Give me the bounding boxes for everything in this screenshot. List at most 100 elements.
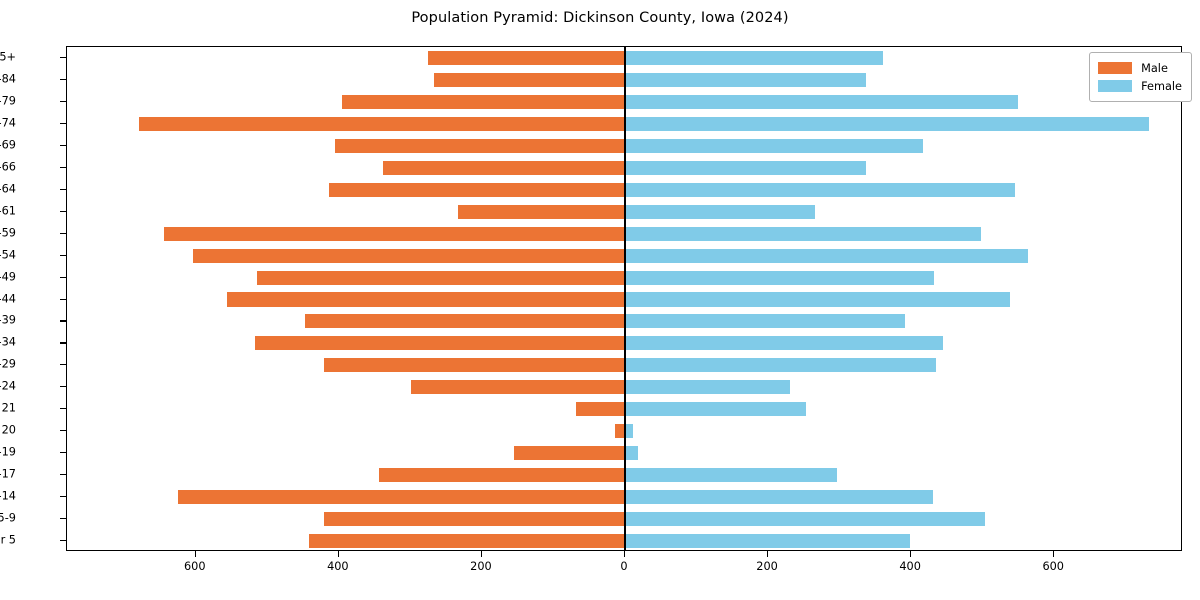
bar-row [67, 204, 1181, 219]
ytick-label: 60-61 [0, 204, 16, 218]
ytick-label: 40-44 [0, 292, 16, 305]
bar-female-20 [625, 424, 633, 439]
xtick-label: 400 [327, 560, 349, 573]
ytick-mark [60, 100, 66, 102]
bar-female-15-17 [625, 468, 838, 483]
ytick-label: 25-29 [0, 357, 16, 371]
bar-female-25-29 [625, 358, 937, 373]
bar-row [67, 314, 1181, 329]
xtick-label: 600 [1042, 560, 1064, 573]
xtick-label: 600 [183, 560, 206, 573]
bar-row [67, 248, 1181, 263]
bar-row [67, 226, 1181, 241]
ytick-mark [60, 166, 66, 168]
ytick-label: 55-59 [0, 226, 16, 240]
bar-male-67-69 [335, 138, 625, 153]
ytick-label: 18-19 [0, 445, 16, 459]
bar-row [67, 424, 1181, 439]
ytick-label: 65-66 [0, 160, 16, 174]
bar-row [67, 116, 1181, 131]
chart-title: Population Pyramid: Dickinson County, Io… [411, 10, 789, 26]
ytick-mark [60, 342, 66, 344]
bar-female-60-61 [625, 204, 815, 219]
bar-row [67, 512, 1181, 527]
bar-male-25-29 [323, 358, 625, 373]
bar-female-under-5 [625, 533, 910, 549]
ytick-mark [60, 408, 66, 410]
bar-female-80-84 [625, 72, 867, 87]
ytick-mark [60, 144, 66, 146]
xtick-mark [767, 551, 769, 557]
bar-female-5-9 [625, 512, 985, 527]
ytick-label: 70-74 [0, 116, 16, 130]
bar-male-75-79 [341, 94, 625, 109]
ytick-mark [60, 276, 66, 278]
bar-male-45-49 [256, 270, 625, 285]
bar-female-75-79 [625, 94, 1019, 109]
ytick-label: 35-39 [0, 313, 16, 327]
ytick-label: 75-79 [0, 94, 16, 108]
bar-row [67, 138, 1181, 153]
bar-row [67, 402, 1181, 417]
bar-female-62-64 [625, 182, 1015, 197]
bar-male-22-24 [411, 380, 625, 395]
ytick-mark [60, 298, 66, 300]
bars-layer [67, 47, 1181, 550]
bar-row [67, 380, 1181, 395]
bar-female-21 [625, 402, 806, 417]
ytick-label: 62-64 [0, 182, 16, 196]
legend-label-male: Male [1141, 61, 1168, 75]
ytick-label: 45-49 [0, 270, 16, 284]
xtick-mark [1053, 551, 1055, 557]
bar-female-30-34 [625, 336, 944, 351]
legend-swatch-female [1098, 80, 1133, 92]
bar-male-21 [576, 402, 625, 417]
bar-male-65-66 [383, 160, 625, 175]
xtick-mark [194, 551, 196, 557]
bar-row [67, 336, 1181, 351]
bar-row [67, 72, 1181, 87]
ytick-label: 50-54 [0, 248, 16, 262]
bar-row [67, 446, 1181, 461]
ytick-label: 21 [1, 401, 16, 415]
ytick-label: 22-24 [0, 379, 16, 393]
ytick-mark [60, 254, 66, 256]
zero-axis-line [624, 47, 626, 550]
bar-male-50-54 [192, 248, 625, 263]
ytick-mark [60, 320, 66, 322]
bar-row [67, 182, 1181, 197]
bar-female-70-74 [625, 116, 1150, 131]
ytick-label: 15-17 [0, 467, 16, 481]
plot-area [66, 46, 1182, 551]
xtick-label: 200 [470, 560, 492, 573]
ytick-mark [60, 540, 66, 542]
chart-legend: Male Female [1089, 52, 1192, 102]
ytick-label: 10-14 [0, 489, 16, 503]
bar-female-40-44 [625, 292, 1010, 307]
bar-male-60-61 [458, 204, 625, 219]
bar-male-15-17 [378, 468, 625, 483]
ytick-label: 85+ [0, 50, 16, 64]
bar-male-20 [614, 424, 625, 439]
bar-row [67, 468, 1181, 483]
ytick-label: 30-34 [0, 335, 16, 349]
ytick-mark [60, 474, 66, 476]
bar-male-55-59 [164, 226, 625, 241]
ytick-mark [60, 496, 66, 498]
ytick-label: 80-84 [0, 72, 16, 86]
ytick-mark [60, 188, 66, 190]
ytick-label: Under 5 [0, 533, 16, 547]
bar-male-70-74 [138, 116, 625, 131]
bar-female-35-39 [625, 314, 906, 329]
bar-female-45-49 [625, 270, 935, 285]
bar-row [67, 160, 1181, 175]
ytick-mark [60, 122, 66, 124]
xtick-mark [624, 551, 626, 557]
bar-male-5-9 [323, 512, 625, 527]
bar-male-80-84 [433, 72, 625, 87]
bar-female-55-59 [625, 226, 981, 241]
ytick-mark [60, 210, 66, 212]
bar-male-62-64 [328, 182, 625, 197]
xtick-label: 0 [620, 560, 628, 573]
bar-male-85- [427, 50, 625, 65]
